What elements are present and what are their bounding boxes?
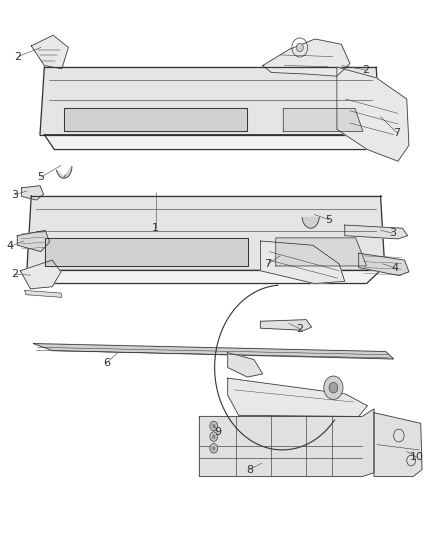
Text: 2: 2 xyxy=(362,65,369,75)
Polygon shape xyxy=(31,35,68,69)
Polygon shape xyxy=(337,67,409,161)
Text: 8: 8 xyxy=(246,465,253,474)
Polygon shape xyxy=(45,238,248,266)
Polygon shape xyxy=(33,344,394,359)
Text: 2: 2 xyxy=(296,324,304,334)
Polygon shape xyxy=(27,196,385,270)
Text: 5: 5 xyxy=(37,172,44,182)
Circle shape xyxy=(212,434,215,439)
Polygon shape xyxy=(44,135,376,150)
Polygon shape xyxy=(40,67,381,135)
Text: 3: 3 xyxy=(389,228,396,238)
Text: 7: 7 xyxy=(393,127,400,138)
Circle shape xyxy=(210,421,218,431)
Circle shape xyxy=(212,446,215,450)
Circle shape xyxy=(210,432,218,441)
Text: 9: 9 xyxy=(215,427,222,438)
Text: 7: 7 xyxy=(265,259,272,269)
Circle shape xyxy=(210,443,218,453)
Polygon shape xyxy=(302,217,319,228)
Polygon shape xyxy=(17,230,49,252)
Text: 6: 6 xyxy=(103,358,110,368)
Polygon shape xyxy=(359,253,409,276)
Polygon shape xyxy=(228,378,367,416)
Polygon shape xyxy=(261,241,345,284)
Polygon shape xyxy=(283,108,363,132)
Polygon shape xyxy=(21,185,43,200)
Text: 10: 10 xyxy=(410,452,424,462)
Circle shape xyxy=(296,43,303,52)
Polygon shape xyxy=(31,270,381,284)
Polygon shape xyxy=(263,39,350,76)
Polygon shape xyxy=(261,320,311,330)
Polygon shape xyxy=(228,353,263,377)
Text: 4: 4 xyxy=(7,241,14,251)
Text: 1: 1 xyxy=(152,223,159,233)
Circle shape xyxy=(329,382,338,393)
Text: 3: 3 xyxy=(11,190,18,200)
Text: 2: 2 xyxy=(14,52,22,61)
Text: 4: 4 xyxy=(391,263,398,272)
Polygon shape xyxy=(345,225,408,239)
Polygon shape xyxy=(64,108,247,132)
Polygon shape xyxy=(25,290,62,297)
Text: 2: 2 xyxy=(11,270,18,279)
Polygon shape xyxy=(374,413,422,477)
Circle shape xyxy=(324,376,343,399)
Polygon shape xyxy=(276,238,367,266)
Polygon shape xyxy=(20,260,61,289)
Polygon shape xyxy=(199,409,374,477)
Circle shape xyxy=(212,424,215,428)
Polygon shape xyxy=(57,166,72,178)
Text: 5: 5 xyxy=(325,215,332,225)
